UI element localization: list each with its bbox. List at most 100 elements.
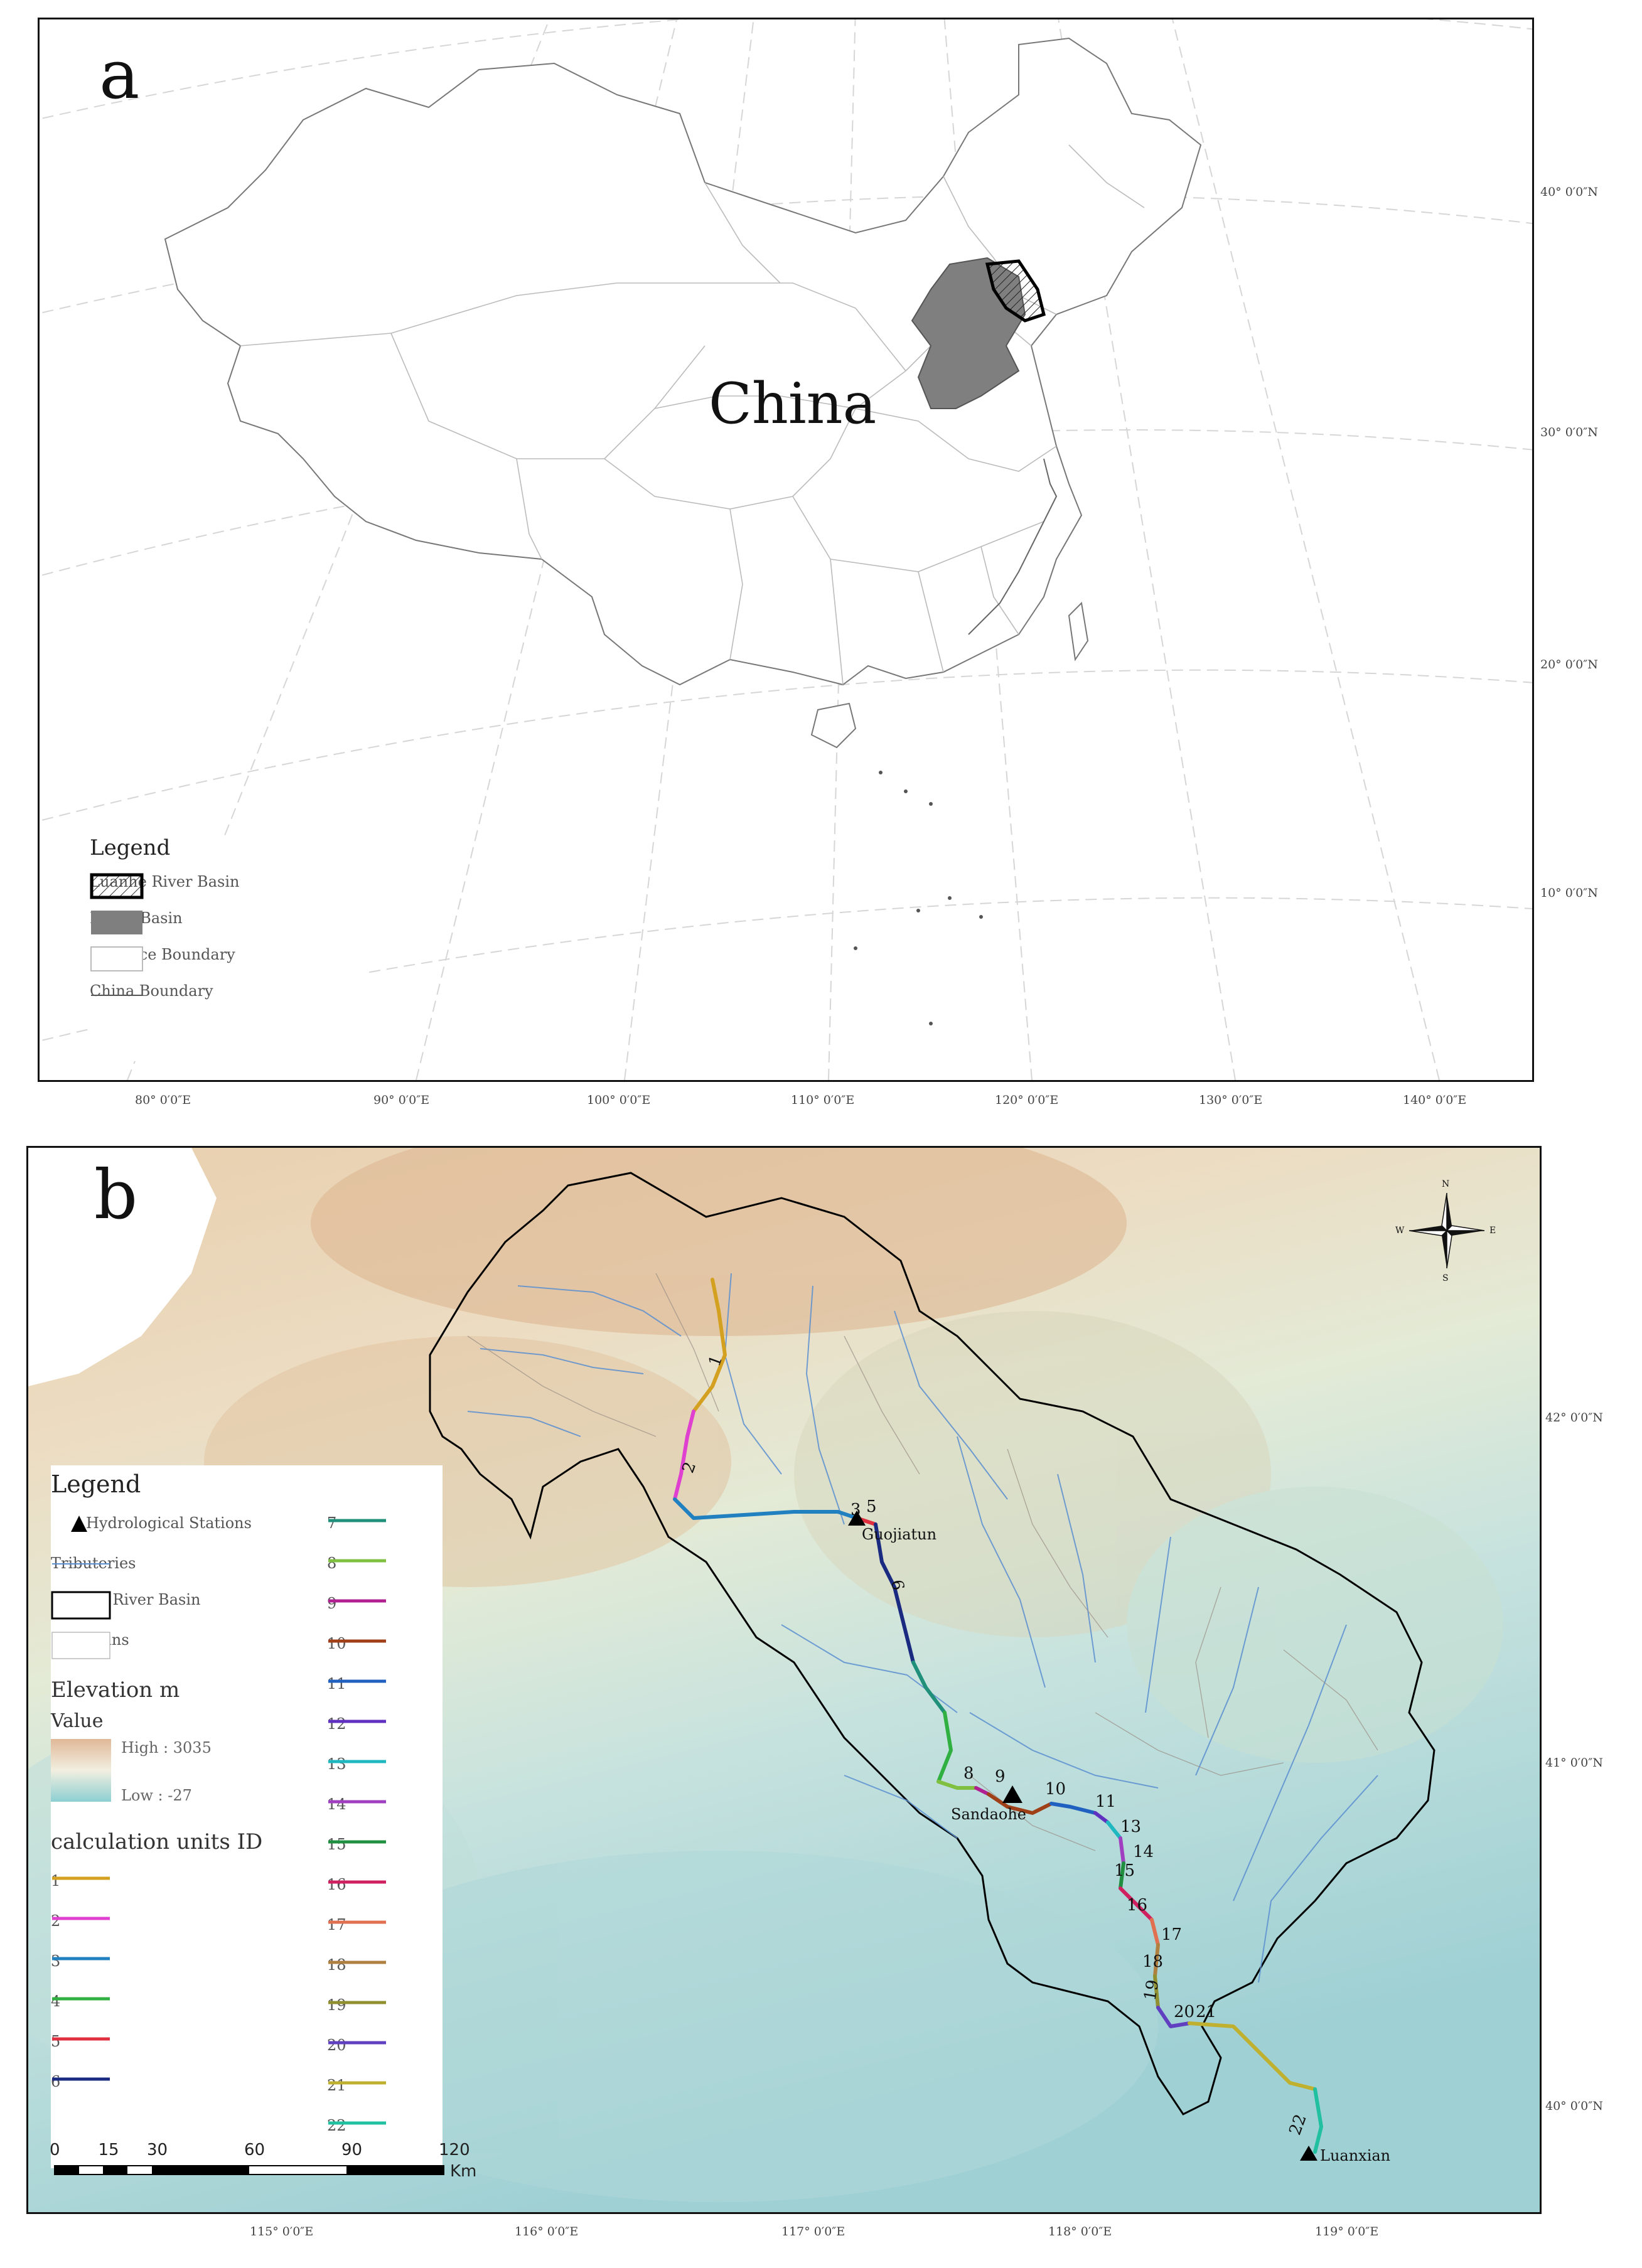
- scale-bar: 0 15 30 60 90 120 Km: [50, 2138, 493, 2188]
- legend-item-tributaries: Tributeries: [51, 1554, 136, 1572]
- unit-line-icon: [328, 1639, 386, 1643]
- scale-bar-graphic: [54, 2165, 444, 2175]
- svg-text:19: 19: [1140, 1978, 1162, 2002]
- lon-tick: 130° 0′0″E: [1199, 1093, 1263, 1107]
- unit-line-icon: [328, 2081, 386, 2085]
- unit-line-icon: [328, 1599, 386, 1603]
- legend-label-unit: 18: [327, 1956, 346, 1974]
- elevation-low: Low : -27: [121, 1787, 192, 1804]
- unit-line-icon: [328, 1800, 386, 1804]
- legend-item-haihe: Haihe Basin: [90, 909, 183, 934]
- china-label: China: [709, 371, 877, 437]
- unit-line-icon: [328, 1559, 386, 1563]
- legend-item-unit-20: 20: [327, 2036, 386, 2054]
- svg-text:14: 14: [1133, 1843, 1154, 1861]
- unit-line-icon: [328, 2121, 386, 2125]
- lat-tick: 40° 0′0″N: [1540, 185, 1598, 199]
- legend-item-luanhe: Luanhe River Basin: [90, 873, 239, 899]
- svg-text:11: 11: [1095, 1792, 1116, 1811]
- unit-22: [1313, 2087, 1323, 2154]
- scale-unit: Km: [450, 2162, 477, 2181]
- legend-label-unit: 7: [327, 1514, 337, 1532]
- compass-n: N: [1442, 1179, 1450, 1189]
- unit-8: [936, 1780, 978, 1790]
- legend-item-unit-7: 7: [327, 1514, 386, 1532]
- legend-item-unit-18: 18: [327, 1956, 386, 1974]
- svg-text:13: 13: [1120, 1817, 1141, 1836]
- triangle-icon: [71, 1516, 87, 1532]
- legend-label-unit: 15: [327, 1836, 346, 1853]
- panel-b-legend: Legend Hydrological Stations Tributeries…: [51, 1465, 443, 2168]
- legend-label-unit: 14: [327, 1795, 346, 1813]
- lon-tick: 117° 0′0″E: [781, 2225, 845, 2239]
- scale-tick: 15: [98, 2141, 119, 2159]
- legend-label-unit: 6: [51, 2073, 61, 2090]
- lon-tick: 100° 0′0″E: [587, 1093, 651, 1107]
- unit-19: [1153, 1974, 1160, 2009]
- blue-line-icon: [52, 1563, 110, 1565]
- station-label-luanxian: Luanxian: [1320, 2147, 1391, 2164]
- water-body: [28, 1148, 217, 1386]
- china-outline: [164, 37, 1202, 686]
- unit-17: [1150, 1918, 1160, 1947]
- compass-rose: [1409, 1192, 1485, 1269]
- lon-tick: 119° 0′0″E: [1315, 2225, 1379, 2239]
- legend-label-unit: 8: [327, 1554, 337, 1572]
- unit-line-icon: [328, 1880, 386, 1884]
- unit-3: [673, 1497, 859, 1520]
- compass-e: E: [1489, 1226, 1496, 1236]
- black-box-icon: [51, 1591, 111, 1620]
- unit-21: [1188, 2021, 1317, 2091]
- scale-tick: 60: [244, 2141, 266, 2159]
- legend-label-unit: 20: [327, 2036, 346, 2054]
- hatched-box-icon: [90, 873, 144, 899]
- legend-label-unit: 4: [51, 1993, 61, 2010]
- unit-line-icon: [52, 2037, 110, 2041]
- legend-label-unit: 21: [327, 2077, 346, 2094]
- unit-7: [911, 1661, 947, 1714]
- luanhe-basin: [985, 259, 1046, 323]
- legend-item-unit-9: 9: [327, 1595, 386, 1612]
- lon-tick: 110° 0′0″E: [791, 1093, 855, 1107]
- luanhe-basin-outline: [429, 1172, 1435, 2116]
- svg-text:17: 17: [1161, 1925, 1182, 1944]
- unit-20: [1156, 2006, 1191, 2028]
- unit-line-icon: [328, 1760, 386, 1763]
- svg-text:15: 15: [1114, 1861, 1135, 1880]
- unit-line-icon: [328, 1840, 386, 1844]
- scale-tick: 0: [50, 2141, 60, 2159]
- unit-line-icon: [52, 1876, 110, 1880]
- unit-9: [974, 1786, 990, 1796]
- gray-fill-icon: [91, 911, 142, 934]
- lon-tick: 80° 0′0″E: [135, 1093, 191, 1107]
- lon-tick: 90° 0′0″E: [373, 1093, 430, 1107]
- panel-a-letter: a: [99, 36, 140, 114]
- unit-10: [987, 1792, 1053, 1815]
- legend-item-unit-3: 3: [51, 1952, 110, 1970]
- unit-14: [1119, 1836, 1125, 1865]
- unit-11: [1049, 1802, 1097, 1815]
- empty-box-icon: [90, 946, 143, 971]
- panel-a-china-map: a China Legend Luanhe River Basin Haihe …: [38, 18, 1534, 1082]
- unit-line-icon: [328, 1679, 386, 1683]
- taiwan-island: [1068, 601, 1089, 661]
- unit-1: [692, 1278, 727, 1413]
- lat-tick: 41° 0′0″N: [1545, 1756, 1603, 1770]
- station-triangle-luanxian: [1300, 2146, 1317, 2161]
- units-title: calculation units ID: [51, 1829, 263, 1854]
- panel-b-luanhe-map: 1 2 3 5 6 8 9 10 11 13 14 15 16 17 18 19…: [26, 1146, 1542, 2214]
- unit-6: [874, 1522, 915, 1664]
- elevation-value-label: Value: [51, 1710, 104, 1732]
- legend-title: Legend: [51, 1470, 141, 1498]
- legend-label-unit: 12: [327, 1715, 346, 1733]
- unit-12: [1093, 1811, 1110, 1824]
- legend-item-unit-5: 5: [51, 2033, 110, 2050]
- lat-tick: 10° 0′0″N: [1540, 886, 1598, 900]
- svg-text:10: 10: [1045, 1780, 1066, 1799]
- unit-line-icon: [52, 1917, 110, 1920]
- panel-b-letter: b: [94, 1156, 138, 1234]
- lon-tick: 118° 0′0″E: [1048, 2225, 1112, 2239]
- legend-label-unit: 2: [51, 1912, 61, 1930]
- svg-text:16: 16: [1127, 1896, 1147, 1915]
- lon-tick: 116° 0′0″E: [515, 2225, 579, 2239]
